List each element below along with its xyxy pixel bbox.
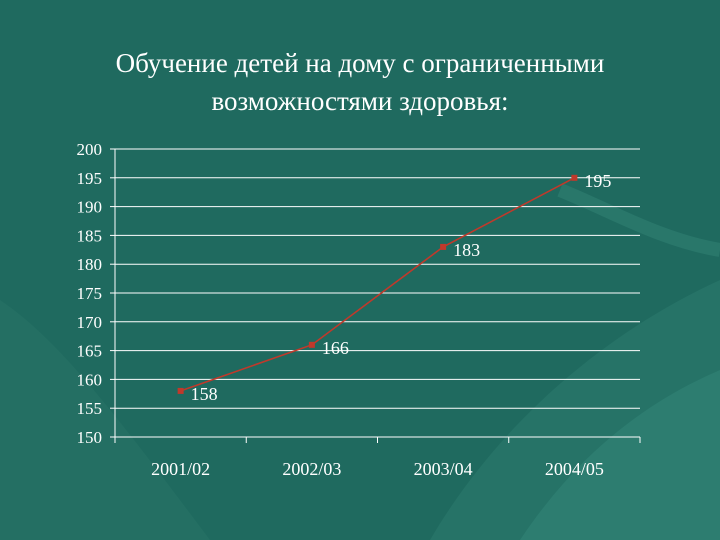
y-tick-label-185: 185 bbox=[77, 226, 103, 245]
y-tick-label-190: 190 bbox=[77, 198, 103, 217]
x-tick-labels: 2001/02 2002/03 2003/04 2004/05 bbox=[151, 459, 604, 479]
y-tick-label-150: 150 bbox=[77, 428, 103, 447]
y-tick-label-200: 200 bbox=[77, 140, 103, 159]
data-label-2001/02: 158 bbox=[191, 384, 218, 404]
title-line-1: Обучение детей на дому с ограниченными bbox=[115, 48, 605, 78]
data-label-2004/05: 195 bbox=[584, 171, 611, 191]
axes bbox=[110, 148, 641, 443]
x-tick-label-2003/04: 2003/04 bbox=[414, 459, 473, 479]
y-tick-label-170: 170 bbox=[77, 313, 103, 332]
y-tick-label-155: 155 bbox=[77, 399, 103, 418]
data-point-2002/03 bbox=[308, 341, 315, 348]
y-tick-label-195: 195 bbox=[77, 169, 103, 188]
x-tick-label-2002/03: 2002/03 bbox=[282, 459, 341, 479]
y-tick-label-165: 165 bbox=[77, 342, 103, 361]
series-line-0 bbox=[180, 177, 575, 392]
x-tick-label-2004/05: 2004/05 bbox=[545, 459, 604, 479]
series-layer bbox=[177, 174, 578, 394]
data-point-2004/05 bbox=[571, 174, 578, 181]
title-line-2: возможностями здоровья: bbox=[211, 86, 509, 116]
slide-title: Обучение детей на дому с ограниченными в… bbox=[30, 44, 690, 120]
data-point-2001/02 bbox=[177, 387, 184, 394]
data-labels: 158 166 183 195 bbox=[191, 171, 612, 404]
y-tick-label-175: 175 bbox=[77, 284, 103, 303]
data-label-2002/03: 166 bbox=[322, 338, 349, 358]
data-point-2003/04 bbox=[440, 243, 447, 250]
x-tick-label-2001/02: 2001/02 bbox=[151, 459, 210, 479]
y-tick-label-160: 160 bbox=[77, 370, 103, 389]
data-label-2003/04: 183 bbox=[453, 240, 480, 260]
y-tick-labels: 150 155 160 165 170 175 180 185 190 195 200 bbox=[77, 140, 103, 447]
y-tick-label-180: 180 bbox=[77, 255, 103, 274]
